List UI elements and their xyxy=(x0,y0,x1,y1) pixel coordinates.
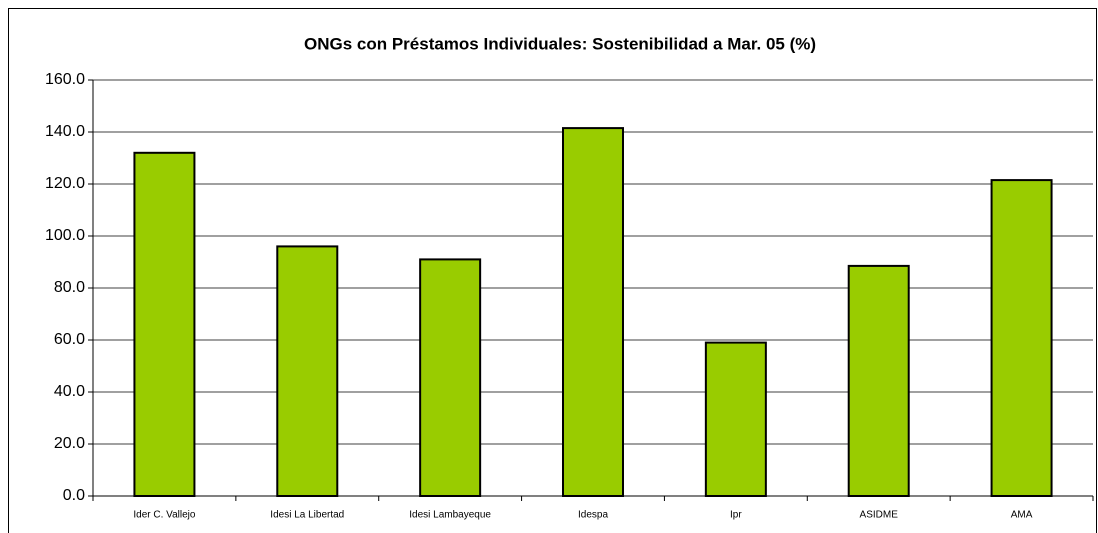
bar xyxy=(276,245,339,497)
bar xyxy=(562,127,624,497)
x-tick-label: Ider C. Vallejo xyxy=(133,510,196,521)
y-tick-label: 100.0 xyxy=(45,227,85,244)
bar xyxy=(133,151,196,498)
chart-title: ONGs con Préstamos Individuales: Sosteni… xyxy=(304,34,816,53)
x-tick-label: Idesi La Libertad xyxy=(270,510,344,521)
x-tick-label: ASIDME xyxy=(860,510,899,521)
y-tick-label: 80.0 xyxy=(54,279,85,296)
x-tick-label: Idesi Lambayeque xyxy=(409,510,491,521)
y-tick-label: 0.0 xyxy=(63,487,85,504)
bar xyxy=(419,258,482,497)
y-tick-label: 120.0 xyxy=(45,175,85,192)
y-tick-label: 60.0 xyxy=(54,331,85,348)
x-tick-label: Ipr xyxy=(730,510,742,521)
y-tick-label: 40.0 xyxy=(54,383,85,400)
bar xyxy=(990,179,1053,497)
bar xyxy=(704,341,767,497)
bar xyxy=(847,264,910,497)
y-tick-label: 160.0 xyxy=(45,71,85,88)
x-tick-label: AMA xyxy=(1011,510,1033,521)
x-tick-label: Idespa xyxy=(578,510,608,521)
y-tick-label: 20.0 xyxy=(54,435,85,452)
y-tick-label: 140.0 xyxy=(45,123,85,140)
